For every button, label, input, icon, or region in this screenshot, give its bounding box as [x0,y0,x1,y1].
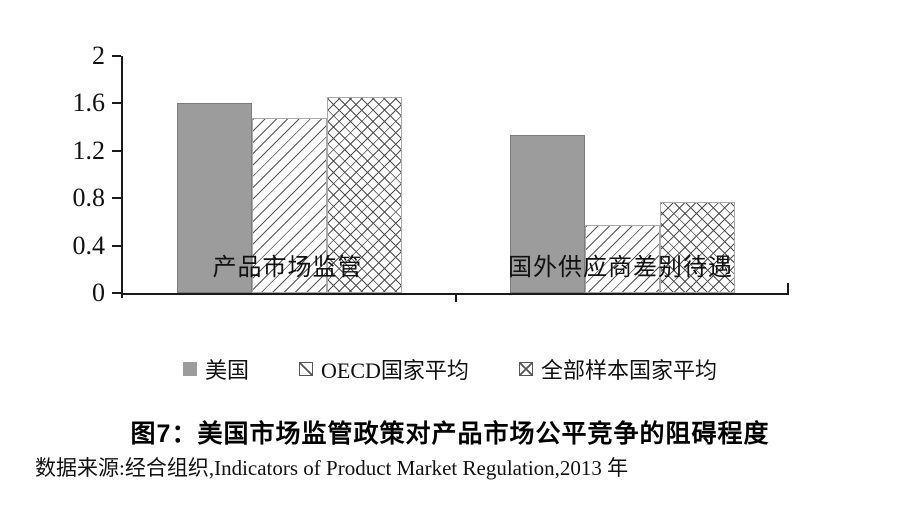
y-axis-tick [112,197,121,200]
y-axis-tick-label: 0.4 [72,230,106,260]
x-axis-end-tick [787,283,789,293]
bar-crosshatch-cat1 [660,201,735,293]
y-axis-tick [112,292,121,294]
legend-label: 全部样本国家平均 [540,358,717,383]
bar-solid-cat1 [510,135,585,293]
figure-title: 图7：美国市场监管政策对产品市场公平竞争的阻碍程度 [130,420,770,448]
legend-label: 美国 [205,358,250,383]
bar-crosshatch-cat0 [327,97,402,293]
plot-area: 0 0.4 0.8 1.2 1.6 2 [73,41,789,307]
bar-diagonal-cat1 [585,225,660,293]
solid-swatch-icon [183,362,198,376]
y-axis-tick [112,55,121,57]
category-label: 产品市场监管 [212,255,363,281]
legend-item: OECD国家平均 [299,353,469,385]
crosshatch-swatch-icon [518,362,533,376]
category-label: 国外供应商差别待遇 [508,255,733,281]
y-axis-tick-label: 0.8 [72,183,106,213]
figure-source: 数据来源:经合组织,Indicators of Product Market R… [35,456,629,480]
y-axis-tick-label: 2 [92,41,105,70]
legend-label: OECD国家平均 [321,358,469,383]
y-axis-tick [112,244,121,247]
y-axis-tick [112,102,121,105]
y-axis-tick-label: 1.6 [72,88,106,118]
bar-diagonal-cat0 [252,117,327,293]
legend-item: 美国 [183,353,249,385]
x-axis-mid-tick [455,293,457,302]
bar-solid-cat0 [177,103,252,293]
y-axis-tick-label: 1.2 [72,135,106,165]
y-axis-tick-label: 0 [92,278,105,307]
legend: 美国 OECD国家平均 全部样本国家平均 [0,353,900,385]
diagonal-swatch-icon [299,362,314,376]
y-axis-tick [112,149,121,152]
y-axis-extension [121,293,123,298]
legend-item: 全部样本国家平均 [518,353,717,385]
